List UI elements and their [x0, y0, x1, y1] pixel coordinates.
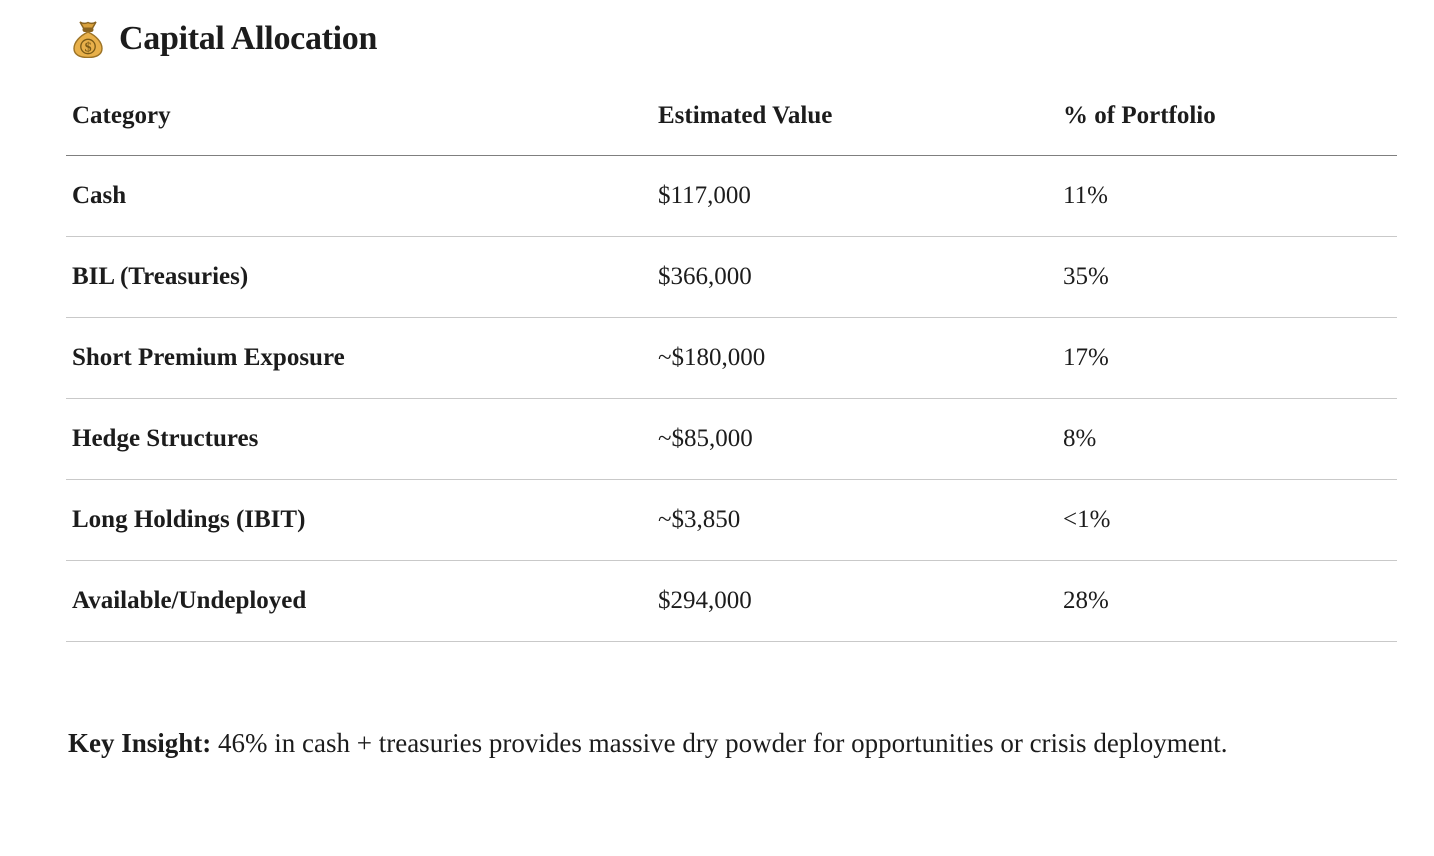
cell-value: ~$85,000: [652, 398, 1057, 480]
cell-value: $294,000: [652, 560, 1057, 642]
key-insight-paragraph: Key Insight: 46% in cash + treasuries pr…: [68, 718, 1378, 768]
cell-pct: 35%: [1057, 236, 1397, 318]
cell-category: Hedge Structures: [66, 398, 652, 480]
cell-value: $117,000: [652, 155, 1057, 237]
table-row: Long Holdings (IBIT) ~$3,850 <1%: [66, 479, 1397, 561]
cell-category: Long Holdings (IBIT): [66, 479, 652, 561]
key-insight-text: 46% in cash + treasuries provides massiv…: [211, 728, 1228, 758]
page-title-text: Capital Allocation: [119, 20, 378, 57]
column-header-category: Category: [66, 96, 652, 156]
cell-pct: <1%: [1057, 479, 1397, 561]
table-header-row: Category Estimated Value % of Portfolio: [66, 96, 1397, 156]
cell-value: ~$180,000: [652, 317, 1057, 399]
cell-category: Short Premium Exposure: [66, 317, 652, 399]
svg-text:$: $: [85, 41, 92, 56]
table-row: Available/Undeployed $294,000 28%: [66, 560, 1397, 642]
cell-category: BIL (Treasuries): [66, 236, 652, 318]
cell-pct: 17%: [1057, 317, 1397, 399]
table-row: Cash $117,000 11%: [66, 155, 1397, 237]
column-header-estimated-value: Estimated Value: [652, 96, 1057, 156]
table-row: Short Premium Exposure ~$180,000 17%: [66, 317, 1397, 399]
cell-pct: 11%: [1057, 155, 1397, 237]
key-insight-label: Key Insight:: [68, 728, 212, 758]
capital-allocation-table: Category Estimated Value % of Portfolio …: [66, 96, 1397, 642]
money-bag-icon: $: [70, 20, 106, 58]
cell-value: ~$3,850: [652, 479, 1057, 561]
cell-category: Cash: [66, 155, 652, 237]
table-row: BIL (Treasuries) $366,000 35%: [66, 236, 1397, 318]
cell-category: Available/Undeployed: [66, 560, 652, 642]
cell-pct: 28%: [1057, 560, 1397, 642]
page-title: $ Capital Allocation: [0, 0, 1434, 58]
cell-pct: 8%: [1057, 398, 1397, 480]
table-row: Hedge Structures ~$85,000 8%: [66, 398, 1397, 480]
cell-value: $366,000: [652, 236, 1057, 318]
column-header-pct-of-portfolio: % of Portfolio: [1057, 96, 1397, 156]
